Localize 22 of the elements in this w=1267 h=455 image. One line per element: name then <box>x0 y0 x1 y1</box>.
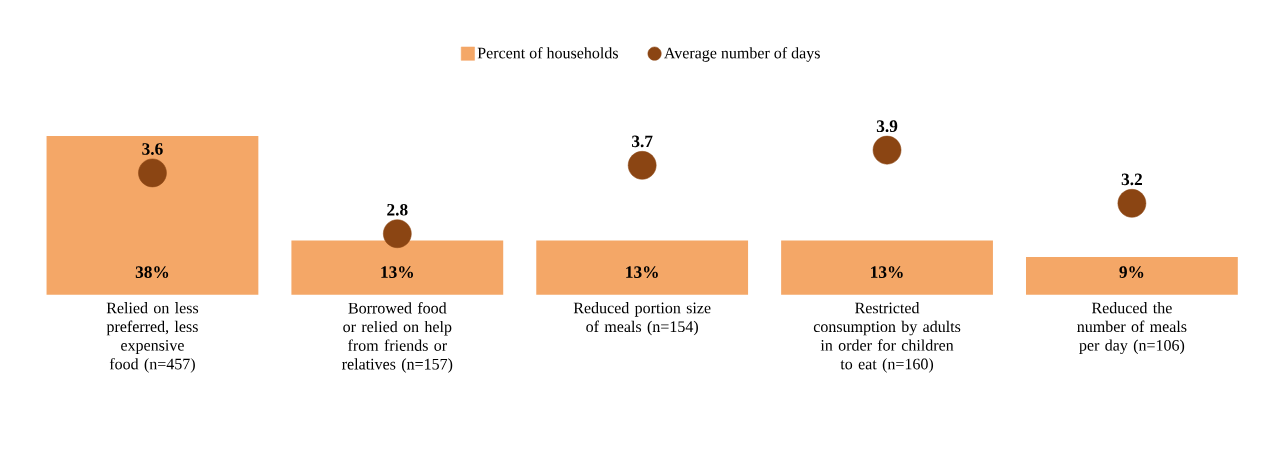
x-tick-label: Restricted consumption by adults in order for children to eat (n=160) <box>813 302 961 373</box>
legend-label: Percent of households <box>477 47 618 59</box>
legend-label: Average number of days <box>664 47 820 62</box>
point <box>138 158 167 188</box>
point <box>383 219 412 249</box>
point <box>627 151 657 180</box>
data-label: 3.6 <box>142 143 163 155</box>
x-tick-label: Reduced the number of meals per day (n=106) <box>1077 302 1187 355</box>
data-label: 9% <box>1119 266 1144 279</box>
data-label: 3.7 <box>631 135 653 148</box>
data-label: 3.2 <box>1121 173 1142 186</box>
data-label: 13% <box>381 266 414 279</box>
x-tick-label: Reduced portion size of meals (n=154) <box>573 302 711 336</box>
data-label: 2.8 <box>387 204 408 216</box>
data-label: 13% <box>871 266 903 279</box>
data-label: 38% <box>135 266 169 279</box>
point <box>872 135 902 165</box>
point <box>1117 189 1147 218</box>
data-label: 3.9 <box>876 120 898 133</box>
data-label: 13% <box>626 266 658 279</box>
x-tick-label: Borrowed food or relied on help from friends or relatives (n=157) <box>342 302 453 373</box>
x-tick-label: Relied on less preferred, less expensive food (n=457) <box>106 302 199 373</box>
